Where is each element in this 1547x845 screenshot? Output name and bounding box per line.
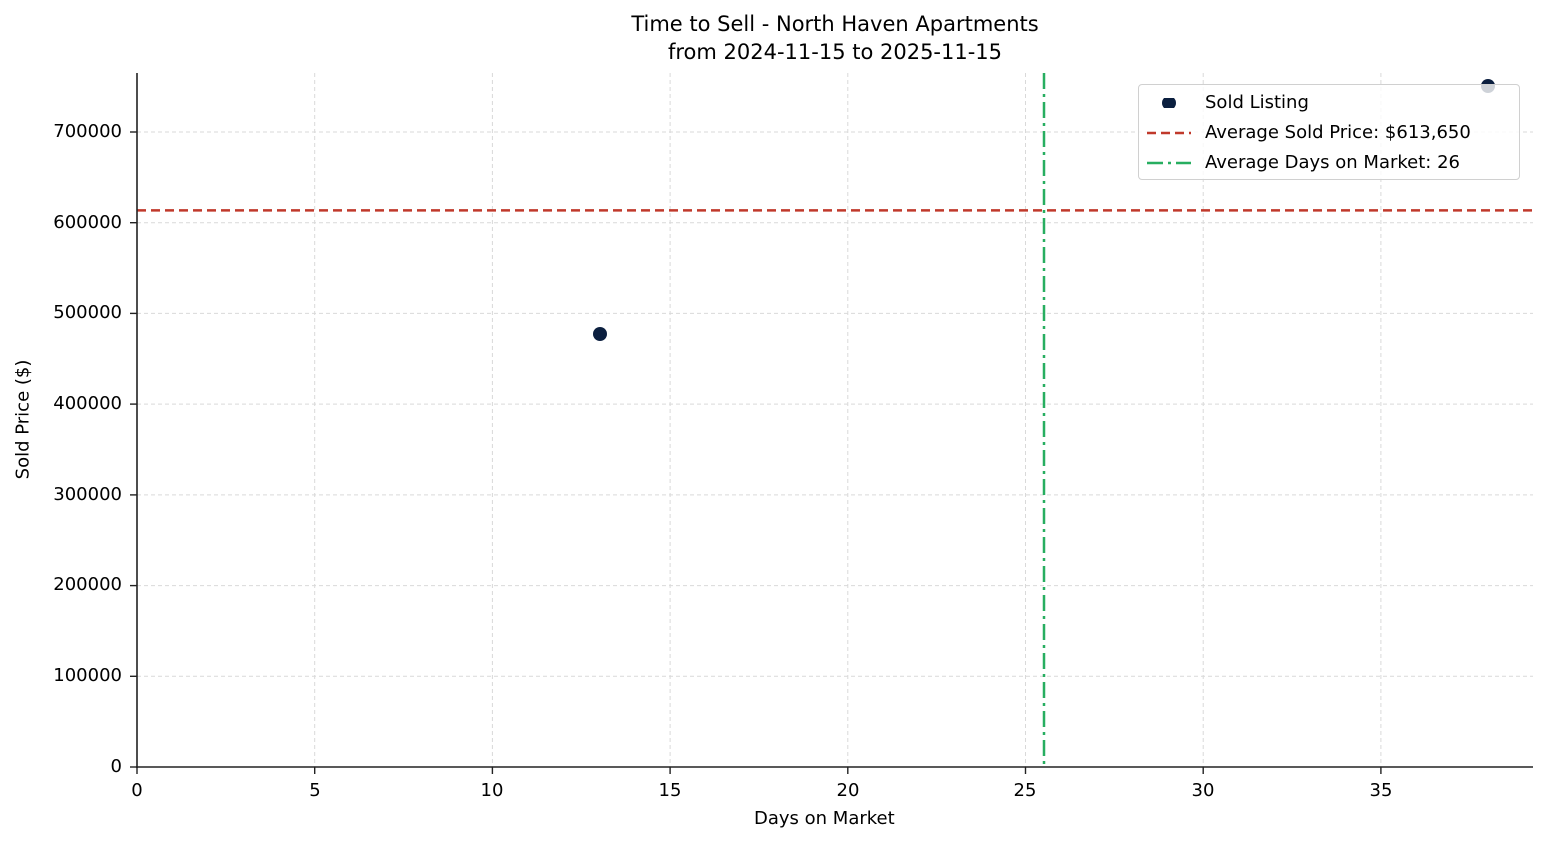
data-point[interactable] [593, 327, 607, 341]
marker-circle-icon [1162, 98, 1176, 108]
x-tick-label: 20 [836, 780, 860, 801]
x-tick-label: 15 [658, 780, 682, 801]
x-tick-label: 10 [480, 780, 504, 801]
legend-label: Average Sold Price: $613,650 [1205, 122, 1471, 143]
x-tick-label: 0 [131, 780, 143, 801]
y-tick-label: 700000 [53, 121, 122, 142]
chart-title-line1: Time to Sell - North Haven Apartments [631, 12, 1039, 36]
legend-label: Average Days on Market: 26 [1205, 152, 1460, 173]
y-tick-label: 200000 [53, 574, 122, 595]
y-axis-label: Sold Price ($) [12, 359, 34, 480]
x-axis-label: Days on Market [754, 808, 895, 829]
chart-subtitle: from 2024-11-15 to 2025-11-15 [667, 40, 1003, 64]
legend-label: Sold Listing [1205, 92, 1309, 113]
legend: Sold Listing Average Sold Price: $613,65… [1138, 84, 1520, 180]
y-ticks [130, 131, 137, 768]
x-gridlines [314, 73, 1382, 767]
x-ticks [136, 767, 1382, 774]
chart-title: Time to Sell - North Haven Apartments fr… [0, 10, 1547, 66]
x-tick-label: 35 [1369, 780, 1393, 801]
legend-item-avg-sold-price[interactable]: Average Sold Price: $613,650 [1139, 118, 1519, 148]
y-tick-label: 300000 [53, 484, 122, 505]
x-tick-label: 30 [1191, 780, 1215, 801]
x-tick-label: 25 [1013, 780, 1037, 801]
dashed-line-icon [1147, 131, 1191, 135]
y-tick-label: 600000 [53, 212, 122, 233]
y-tick-label: 0 [110, 756, 122, 777]
y-gridlines [137, 131, 1533, 677]
y-tick-label: 500000 [53, 302, 122, 323]
x-tick-label: 5 [309, 780, 321, 801]
legend-item-avg-days[interactable]: Average Days on Market: 26 [1139, 148, 1519, 178]
legend-item-sold-listing[interactable]: Sold Listing [1139, 88, 1519, 118]
y-tick-label: 400000 [53, 393, 122, 414]
dashdot-line-icon [1147, 161, 1191, 165]
y-tick-label: 100000 [53, 665, 122, 686]
